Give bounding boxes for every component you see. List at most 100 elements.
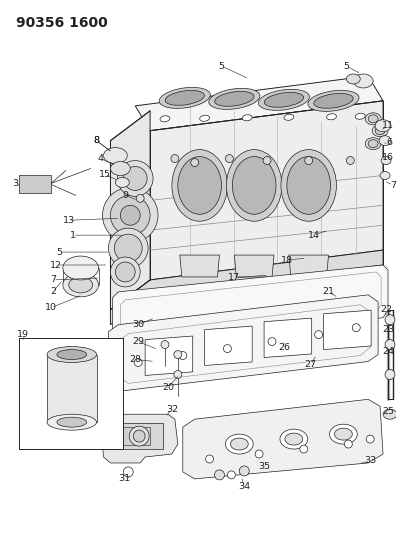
Circle shape	[255, 450, 263, 458]
Circle shape	[300, 445, 308, 453]
Circle shape	[352, 324, 360, 332]
Circle shape	[344, 440, 352, 448]
Circle shape	[239, 466, 249, 476]
Bar	[115, 423, 163, 449]
Text: 16: 16	[382, 153, 394, 162]
Ellipse shape	[159, 87, 211, 108]
Text: 3: 3	[12, 179, 18, 188]
Text: 1: 1	[70, 231, 76, 240]
Circle shape	[223, 345, 231, 352]
Polygon shape	[108, 295, 378, 391]
Ellipse shape	[178, 157, 221, 214]
Text: 35: 35	[258, 463, 270, 472]
Text: 9: 9	[122, 191, 128, 200]
Text: 23: 23	[382, 325, 394, 334]
Bar	[122, 427, 150, 445]
Ellipse shape	[334, 428, 352, 440]
Polygon shape	[324, 310, 371, 350]
Text: 10: 10	[45, 303, 57, 312]
Text: 24: 24	[382, 347, 394, 356]
Circle shape	[110, 196, 150, 235]
Text: 8: 8	[94, 136, 100, 145]
Ellipse shape	[280, 429, 308, 449]
Text: 31: 31	[118, 474, 131, 483]
Text: 7: 7	[390, 181, 396, 190]
Polygon shape	[110, 111, 150, 310]
Circle shape	[268, 337, 276, 345]
Circle shape	[123, 166, 147, 190]
Circle shape	[129, 426, 149, 446]
Ellipse shape	[172, 150, 227, 221]
Circle shape	[108, 228, 148, 268]
Circle shape	[115, 262, 135, 282]
Ellipse shape	[380, 172, 390, 180]
Text: 2: 2	[50, 287, 56, 296]
Ellipse shape	[346, 74, 360, 84]
Ellipse shape	[368, 115, 378, 123]
Ellipse shape	[314, 93, 353, 108]
Circle shape	[123, 467, 133, 477]
Text: 30: 30	[132, 320, 144, 329]
Text: REPAIR SLEEVE: REPAIR SLEEVE	[39, 437, 104, 446]
Text: 7: 7	[50, 276, 56, 285]
Circle shape	[263, 157, 271, 165]
Circle shape	[227, 471, 235, 479]
Circle shape	[174, 351, 182, 359]
Text: 22: 22	[380, 305, 392, 314]
Text: 90356 1600: 90356 1600	[16, 17, 108, 30]
Ellipse shape	[215, 92, 254, 106]
Ellipse shape	[375, 120, 391, 132]
Circle shape	[385, 340, 395, 350]
Circle shape	[206, 455, 214, 463]
Polygon shape	[289, 255, 328, 277]
Ellipse shape	[225, 434, 253, 454]
Text: 17: 17	[228, 273, 240, 282]
Ellipse shape	[375, 127, 385, 135]
Ellipse shape	[110, 161, 130, 175]
Ellipse shape	[285, 433, 303, 445]
Circle shape	[225, 155, 233, 163]
Ellipse shape	[365, 113, 381, 125]
Circle shape	[171, 155, 179, 163]
Text: 18: 18	[281, 255, 293, 264]
Text: 15: 15	[98, 170, 111, 179]
Circle shape	[133, 430, 145, 442]
Ellipse shape	[165, 91, 205, 106]
Text: 14: 14	[308, 231, 320, 240]
Polygon shape	[180, 255, 219, 277]
Text: 5: 5	[56, 247, 62, 256]
Text: 8: 8	[94, 136, 100, 145]
Polygon shape	[101, 414, 178, 463]
Circle shape	[136, 195, 144, 203]
Text: 13: 13	[63, 216, 75, 225]
Text: 12: 12	[50, 261, 62, 270]
Text: 26: 26	[278, 343, 290, 352]
Ellipse shape	[47, 346, 97, 362]
Circle shape	[117, 160, 153, 196]
Circle shape	[385, 369, 395, 379]
Circle shape	[161, 341, 169, 349]
Polygon shape	[205, 326, 252, 366]
Circle shape	[191, 158, 199, 166]
Polygon shape	[264, 318, 312, 358]
Text: 20: 20	[162, 383, 174, 392]
Polygon shape	[135, 76, 383, 131]
Circle shape	[120, 205, 140, 225]
Ellipse shape	[281, 150, 336, 221]
Text: 27: 27	[305, 360, 317, 369]
Circle shape	[385, 315, 395, 325]
Ellipse shape	[230, 438, 248, 450]
Ellipse shape	[242, 115, 252, 121]
Ellipse shape	[63, 256, 99, 280]
Circle shape	[110, 257, 140, 287]
Polygon shape	[112, 265, 388, 345]
Ellipse shape	[308, 91, 359, 111]
Ellipse shape	[287, 157, 330, 214]
Ellipse shape	[258, 90, 310, 110]
Text: 5: 5	[219, 61, 224, 70]
Text: 11: 11	[382, 121, 394, 130]
Circle shape	[215, 470, 224, 480]
Circle shape	[114, 234, 142, 262]
Text: 21: 21	[322, 287, 335, 296]
Text: 34: 34	[238, 482, 250, 491]
